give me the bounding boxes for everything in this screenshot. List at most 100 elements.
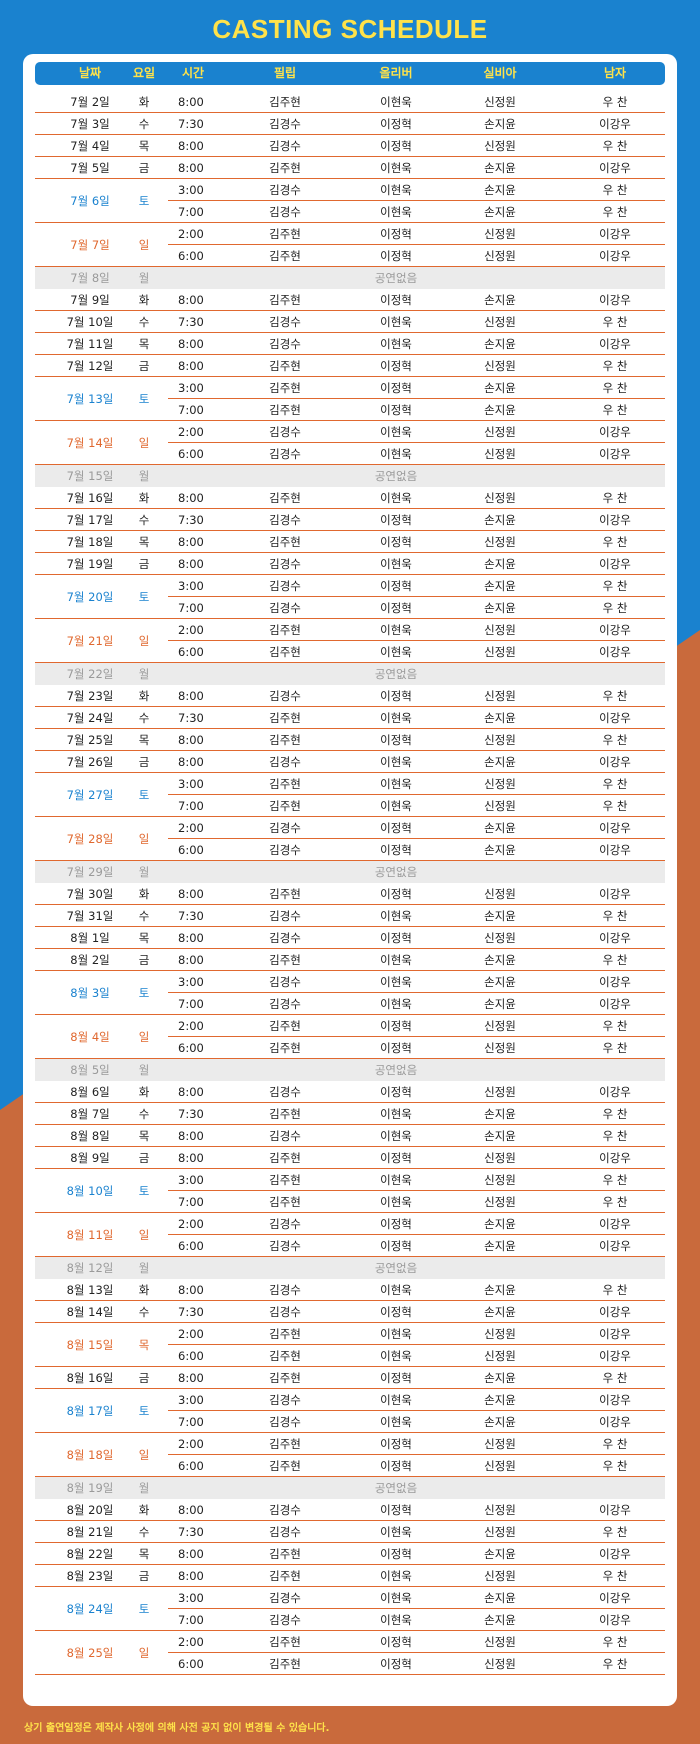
date-cell: 8월 11일 [66, 1228, 114, 1242]
man-cast: 이강우 [599, 447, 631, 461]
philip-cast: 김경수 [269, 843, 301, 857]
man-cast: 우 찬 [602, 777, 628, 791]
sylvia-cast: 손지윤 [484, 909, 516, 923]
schedule-day: 7:30 김주현 이현욱 손지윤 우 찬 8월 7일 수 [35, 1103, 665, 1125]
table-row: 7:30 김경수 이현욱 신정원 우 찬 [35, 311, 665, 333]
time-cell: 2:00 [178, 425, 204, 439]
time-cell: 8:00 [178, 557, 204, 571]
man-cast: 우 찬 [602, 1437, 628, 1451]
time-cell: 6:00 [178, 1459, 204, 1473]
oliver-cast: 이정혁 [380, 887, 412, 901]
schedule-day: 8:00 김주현 이현욱 손지윤 우 찬 8월 2일 금 [35, 949, 665, 971]
sylvia-cast: 손지윤 [484, 1613, 516, 1627]
day-cell: 토 [138, 788, 150, 802]
date-cell: 8월 18일 [66, 1448, 114, 1462]
philip-cast: 김주현 [269, 1173, 301, 1187]
oliver-cast: 이정혁 [380, 601, 412, 615]
sylvia-cast: 손지윤 [484, 403, 516, 417]
footer-note: 상기 출연일정은 제작사 사정에 의해 사전 공지 없이 변경될 수 있습니다. [24, 1723, 330, 1734]
sylvia-cast: 손지윤 [484, 1239, 516, 1253]
column-header-day: 요일 [132, 66, 156, 80]
column-header-oliver: 올리버 [379, 66, 413, 80]
row-divider [168, 1190, 665, 1191]
philip-cast: 김주현 [269, 799, 301, 813]
time-cell: 8:00 [178, 733, 204, 747]
oliver-cast: 이정혁 [380, 821, 412, 835]
time-cell: 7:00 [178, 205, 204, 219]
schedule-day: 7:30 김경수 이현욱 신정원 우 찬 8월 21일 수 [35, 1521, 665, 1543]
schedule-day: 8:00 김경수 이현욱 손지윤 이강우 7월 11일 목 [35, 333, 665, 355]
row-divider [35, 772, 665, 773]
row-divider [35, 1366, 665, 1367]
day-cell: 화 [138, 293, 150, 307]
man-cast: 우 찬 [602, 1041, 628, 1055]
row-divider [35, 1674, 665, 1675]
sylvia-cast: 신정원 [484, 1349, 516, 1363]
time-cell: 8:00 [178, 1371, 204, 1385]
row-divider [168, 398, 665, 399]
man-cast: 이강우 [599, 1547, 631, 1561]
philip-cast: 김경수 [269, 1415, 301, 1429]
day-cell: 금 [138, 161, 150, 175]
table-row: 6:00 김주현 이정혁 신정원 우 찬 [35, 1037, 665, 1059]
sylvia-cast: 신정원 [484, 623, 516, 637]
table-row: 7:30 김주현 이현욱 손지윤 우 찬 [35, 1103, 665, 1125]
day-cell: 목 [138, 1338, 150, 1352]
man-cast: 이강우 [599, 249, 631, 263]
philip-cast: 김경수 [269, 447, 301, 461]
time-cell: 8:00 [178, 359, 204, 373]
man-cast: 우 찬 [602, 953, 628, 967]
oliver-cast: 이현욱 [380, 1107, 412, 1121]
oliver-cast: 이현욱 [380, 557, 412, 571]
time-cell: 6:00 [178, 1239, 204, 1253]
philip-cast: 김경수 [269, 139, 301, 153]
time-cell: 2:00 [178, 1437, 204, 1451]
row-divider [168, 1454, 665, 1455]
row-divider [35, 1102, 665, 1103]
philip-cast: 김주현 [269, 403, 301, 417]
sylvia-cast: 신정원 [484, 1085, 516, 1099]
philip-cast: 김경수 [269, 1305, 301, 1319]
date-cell: 8월 19일 [66, 1481, 114, 1495]
schedule-day: 8:00 김주현 이정혁 신정원 이강우 8월 9일 금 [35, 1147, 665, 1169]
philip-cast: 김주현 [269, 227, 301, 241]
row-divider [35, 662, 665, 663]
time-cell: 8:00 [178, 293, 204, 307]
man-cast: 이강우 [599, 1239, 631, 1253]
day-cell: 수 [138, 1107, 150, 1121]
table-row: 2:00 김주현 이현욱 신정원 이강우 [35, 1323, 665, 1345]
row-divider [35, 1432, 665, 1433]
row-divider [35, 904, 665, 905]
philip-cast: 김주현 [269, 95, 301, 109]
sylvia-cast: 손지윤 [484, 1371, 516, 1385]
philip-cast: 김주현 [269, 1635, 301, 1649]
date-cell: 7월 22일 [66, 667, 114, 681]
day-cell: 화 [138, 95, 150, 109]
schedule-day: 8:00 김경수 이현욱 손지윤 우 찬 8월 13일 화 [35, 1279, 665, 1301]
table-row: 8:00 김경수 이정혁 신정원 이강우 [35, 927, 665, 949]
table-row: 2:00 김주현 이정혁 신정원 이강우 [35, 223, 665, 245]
oliver-cast: 이정혁 [380, 1239, 412, 1253]
philip-cast: 김주현 [269, 1349, 301, 1363]
philip-cast: 김주현 [269, 1195, 301, 1209]
day-cell: 수 [138, 909, 150, 923]
no-show-label: 공연없음 [374, 1261, 418, 1275]
schedule-day: 8:00 김경수 이정혁 신정원 이강우 8월 6일 화 [35, 1081, 665, 1103]
man-cast: 우 찬 [602, 205, 628, 219]
sylvia-cast: 신정원 [484, 1635, 516, 1649]
schedule-day: 8:00 김경수 이현욱 손지윤 우 찬 8월 8일 목 [35, 1125, 665, 1147]
oliver-cast: 이현욱 [380, 1569, 412, 1583]
sylvia-cast: 손지윤 [484, 1283, 516, 1297]
sylvia-cast: 손지윤 [484, 1129, 516, 1143]
schedule-day: 8:00 김주현 이정혁 신정원 우 찬 7월 25일 목 [35, 729, 665, 751]
oliver-cast: 이현욱 [380, 337, 412, 351]
table-row: 8:00 김주현 이정혁 신정원 우 찬 [35, 729, 665, 751]
schedule-day: 2:00 김주현 이정혁 신정원 우 찬 6:00 김주현 이정혁 신정원 우 찬 8월 4일 일 [35, 1015, 665, 1059]
time-cell: 6:00 [178, 447, 204, 461]
oliver-cast: 이정혁 [380, 1437, 412, 1451]
table-row: 3:00 김경수 이현욱 손지윤 이강우 [35, 971, 665, 993]
day-cell: 일 [138, 238, 150, 252]
row-divider [168, 1652, 665, 1653]
man-cast: 우 찬 [602, 491, 628, 505]
table-row: 2:00 김주현 이정혁 신정원 우 찬 [35, 1433, 665, 1455]
